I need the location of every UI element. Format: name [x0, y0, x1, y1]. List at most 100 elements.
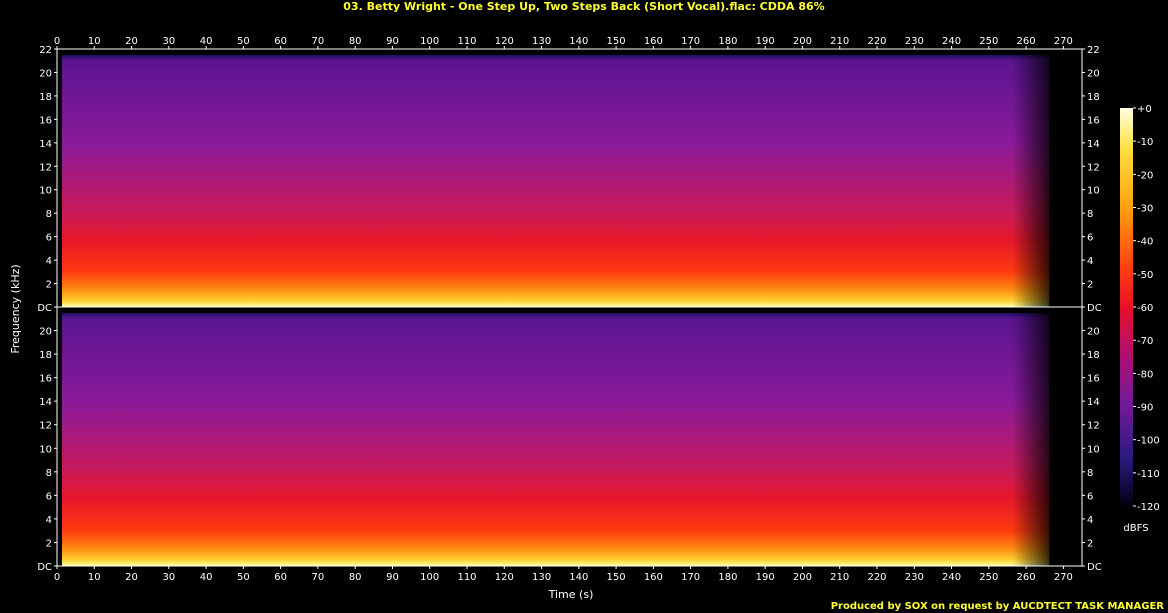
y-tick-label: 20 [39, 327, 52, 338]
x-tick-label: 100 [420, 572, 439, 583]
y-tick-label: 8 [1087, 468, 1093, 479]
x-tick-label: 60 [274, 36, 287, 47]
y-tick-label: 14 [1087, 397, 1100, 408]
y-tick-label: 20 [1087, 327, 1100, 338]
y-tick-label: 18 [39, 350, 52, 361]
x-tick-label: 170 [681, 572, 700, 583]
y-tick-label: DC [37, 303, 52, 314]
colorbar-label: dBFS [1123, 523, 1148, 534]
y-tick-label: 4 [46, 515, 52, 526]
spectrogram-channel-2 [62, 312, 1050, 566]
colorbar-tick-label: -110 [1137, 469, 1160, 480]
x-tick-label: 90 [386, 36, 399, 47]
x-tick-label: 70 [312, 36, 325, 47]
x-tick-label: 150 [607, 36, 626, 47]
x-tick-label: 80 [349, 572, 362, 583]
x-tick-label: 110 [457, 572, 476, 583]
x-tick-label: 80 [349, 36, 362, 47]
x-tick-label: 240 [942, 572, 961, 583]
x-tick-label: 30 [162, 572, 175, 583]
y-tick-label: 14 [39, 139, 52, 150]
y-tick-label: 18 [1087, 350, 1100, 361]
x-tick-label: 10 [88, 572, 101, 583]
y-tick-label: 18 [1087, 92, 1100, 103]
x-tick-label: 10 [88, 36, 101, 47]
y-tick-label: 4 [1087, 256, 1093, 267]
y-tick-label: 8 [46, 468, 52, 479]
y-tick-label: DC [37, 562, 52, 573]
y-tick-label: 20 [1087, 68, 1100, 79]
x-tick-label: 90 [386, 572, 399, 583]
x-tick-label: 70 [312, 572, 325, 583]
x-tick-label: 120 [495, 36, 514, 47]
y-tick-label: 12 [39, 421, 52, 432]
colorbar-tick-label: -10 [1137, 137, 1153, 148]
colorbar-tick-label: -90 [1137, 403, 1153, 414]
spectrogram-frame [56, 306, 1083, 567]
colorbar-tick-label: -120 [1137, 502, 1160, 513]
spectrogram-fadeout [1012, 49, 1058, 307]
y-tick-label: 2 [1087, 280, 1093, 291]
colorbar-tick-label: -30 [1137, 204, 1153, 215]
spectrogram-panels [56, 48, 1083, 567]
x-tick-label: 50 [237, 572, 250, 583]
y-tick-label: DC [1087, 562, 1102, 573]
x-tick-label: 140 [569, 36, 588, 47]
x-tick-label: 170 [681, 36, 700, 47]
y-tick-label: 4 [46, 256, 52, 267]
x-axis-bottom: 0 10 20 30 40 50 60 70 80 90 100 110 120 130 140 150 160… [54, 566, 1073, 583]
colorbar-tick-label: -100 [1137, 436, 1160, 447]
y-tick-label: 22 [1087, 45, 1100, 56]
x-tick-label: 160 [644, 36, 663, 47]
colorbar-tick-label: -80 [1137, 369, 1153, 380]
x-axis-top: 0 10 20 30 40 50 60 70 80 90 100 110 120 130 140 150 160… [54, 36, 1073, 49]
colorbar-tick-label: -20 [1137, 170, 1153, 181]
x-tick-label: 200 [793, 36, 812, 47]
x-tick-label: 20 [125, 572, 138, 583]
y-axis-label: Frequency (kHz) [9, 264, 22, 353]
x-tick-label: 110 [457, 36, 476, 47]
colorbar-tick-label: -40 [1137, 237, 1153, 248]
colorbar-gradient [1120, 108, 1133, 506]
y-tick-label: 22 [39, 45, 52, 56]
y-tick-label: 6 [46, 491, 52, 502]
x-tick-label: 130 [532, 572, 551, 583]
x-tick-label: 130 [532, 36, 551, 47]
x-tick-label: 150 [607, 572, 626, 583]
x-tick-label: 210 [830, 36, 849, 47]
y-tick-label: 10 [1087, 186, 1100, 197]
x-tick-label: 220 [867, 36, 886, 47]
colorbar: +0 -10 -20 -30 -40 -50 -60 -70 -80 -90 -100 -110 -12… [1120, 104, 1160, 534]
x-tick-label: 100 [420, 36, 439, 47]
x-tick-label: 40 [200, 36, 213, 47]
x-tick-label: 230 [905, 572, 924, 583]
x-tick-label: 260 [1017, 36, 1036, 47]
y-tick-label: DC [1087, 303, 1102, 314]
y-tick-label: 12 [1087, 162, 1100, 173]
x-tick-label: 270 [1054, 36, 1073, 47]
x-tick-label: 50 [237, 36, 250, 47]
x-tick-label: 270 [1054, 572, 1073, 583]
y-tick-label: 14 [1087, 139, 1100, 150]
y-tick-label: 2 [1087, 538, 1093, 549]
x-tick-label: 180 [718, 36, 737, 47]
x-tick-label: 210 [830, 572, 849, 583]
y-tick-label: 16 [39, 115, 52, 126]
y-tick-label: 18 [39, 92, 52, 103]
x-tick-label: 190 [756, 572, 775, 583]
x-tick-label: 240 [942, 36, 961, 47]
y-tick-label: 2 [46, 280, 52, 291]
y-tick-label: 4 [1087, 515, 1093, 526]
y-tick-label: 6 [1087, 233, 1093, 244]
x-tick-label: 30 [162, 36, 175, 47]
colorbar-tick-label: +0 [1137, 104, 1152, 115]
x-tick-label: 0 [54, 36, 60, 47]
y-tick-label: 6 [1087, 491, 1093, 502]
colorbar-tick-label: -60 [1137, 303, 1153, 314]
x-tick-label: 180 [718, 572, 737, 583]
x-tick-label: 40 [200, 572, 213, 583]
x-tick-label: 160 [644, 572, 663, 583]
y-tick-label: 14 [39, 397, 52, 408]
